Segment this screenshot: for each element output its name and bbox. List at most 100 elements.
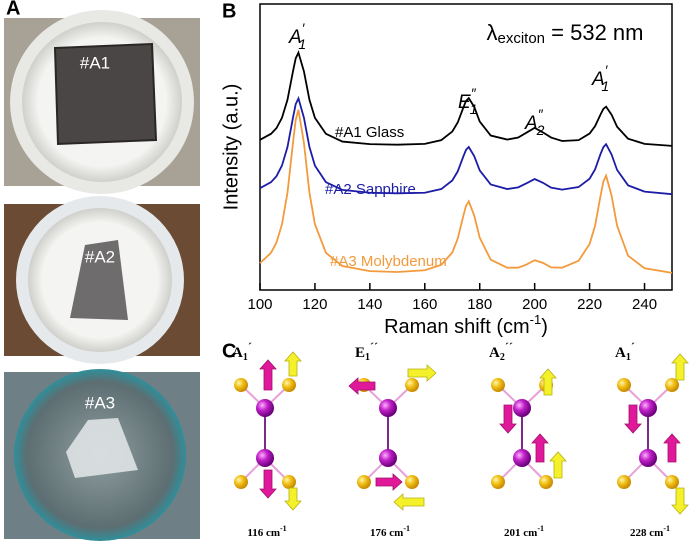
peak-sub: 2 (536, 122, 545, 138)
peak-label: E″ 1 (458, 85, 477, 117)
peak-sup: ″ (471, 85, 477, 101)
x-label-end: ) (541, 316, 548, 338)
x-tick-label: 160 (412, 296, 437, 313)
series-label: #A3 Molybdenum (330, 253, 447, 270)
mode-base: A (489, 345, 500, 361)
mode-diagram (348, 364, 437, 511)
photo-label: #A2 (85, 247, 115, 266)
peak-base: A (591, 69, 605, 90)
series-label: #A1 Glass (335, 124, 404, 141)
mode-base: A (615, 345, 626, 361)
atom-mo (513, 449, 531, 467)
peak-label: A″ 2 (524, 106, 545, 138)
atom-s (491, 378, 505, 392)
x-axis-label: Raman shift (cm-1) (384, 312, 548, 338)
panel-label: A (6, 0, 20, 19)
photo-a1 (4, 10, 200, 194)
atom-s (665, 378, 679, 392)
arrow (624, 404, 642, 434)
mode-diagram (491, 368, 567, 489)
frequency-sup: -1 (663, 524, 670, 533)
atom-mo (639, 449, 657, 467)
mode-base: E (355, 345, 365, 361)
x-tick-label: 100 (247, 296, 272, 313)
mode-name: A1´ (615, 340, 635, 364)
mode-name: A2´´ (489, 340, 513, 364)
mode-frequency: 116 cm-1 (247, 524, 286, 539)
series-line (259, 50, 673, 147)
peak-sup: ′ (302, 20, 306, 36)
atom-s (405, 475, 419, 489)
peak-sup: ′ (605, 62, 609, 78)
atom-s (405, 378, 419, 392)
atom-mo (379, 449, 397, 467)
x-tick-label: 120 (302, 296, 327, 313)
peak-base: E (458, 92, 471, 113)
mode-name: A1´ (232, 340, 252, 364)
peak-sub: 1 (298, 36, 306, 52)
arrow (549, 451, 567, 479)
arrow (671, 487, 689, 515)
atom-s (234, 475, 248, 489)
mode-diagram (617, 353, 689, 515)
arrow (499, 404, 517, 434)
x-label-text: Raman shift (cm (384, 316, 530, 338)
title-symbol: λ (487, 20, 498, 45)
atom-s (282, 475, 296, 489)
y-axis-label: Intensity (a.u.) (220, 84, 242, 211)
arrow (407, 364, 437, 382)
mode-frequency: 201 cm-1 (504, 524, 544, 539)
peak-base: A (524, 113, 538, 134)
x-tick-label: 140 (357, 296, 382, 313)
title-rest: = 532 nm (545, 20, 643, 45)
arrow (259, 359, 277, 391)
frequency-text: 228 cm (630, 527, 663, 539)
mode-name: E1´´ (355, 340, 378, 364)
x-label-sup: -1 (530, 312, 542, 327)
series-line (259, 95, 673, 196)
mode-frequency: 176 cm-1 (370, 524, 410, 539)
atom-mo (639, 399, 657, 417)
mode-frequency: 228 cm-1 (630, 524, 670, 539)
atom-mo (256, 399, 274, 417)
mode-sup: ´´ (505, 340, 513, 354)
atom-mo (513, 399, 531, 417)
x-tick-label: 200 (522, 296, 547, 313)
photo-a2 (4, 196, 200, 364)
arrow (663, 433, 681, 463)
peak-label: A′ 1 (288, 20, 306, 52)
frequency-text: 201 cm (504, 527, 537, 539)
chart-title: λexciton = 532 nm (487, 20, 644, 47)
mode-diagram (234, 351, 302, 511)
atom-s (234, 378, 248, 392)
series-line (259, 109, 673, 274)
atom-mo (379, 399, 397, 417)
frequency-sup: -1 (280, 524, 287, 533)
arrow (284, 351, 302, 377)
frequency-text: 116 cm (247, 527, 280, 539)
atom-s (617, 378, 631, 392)
mode-sup: ´´ (370, 340, 378, 354)
series-label: #A2 Sapphire (325, 181, 416, 198)
atom-s (665, 475, 679, 489)
atom-s (357, 475, 371, 489)
mode-base: A (232, 345, 243, 361)
atom-s (617, 475, 631, 489)
peak-base: A (288, 27, 302, 48)
atom-s (539, 475, 553, 489)
x-tick-label: 180 (467, 296, 492, 313)
x-tick-label: 220 (577, 296, 602, 313)
mode-sub: 1 (243, 352, 248, 363)
arrow (531, 433, 549, 463)
arrow (375, 473, 403, 491)
peak-sub: 1 (470, 101, 478, 117)
arrow (348, 377, 376, 395)
mode-sub: 2 (500, 352, 505, 363)
mode-sub: 1 (365, 352, 370, 363)
mode-sup: ´ (248, 340, 252, 354)
mode-sup: ´ (631, 340, 635, 354)
peak-sub: 1 (601, 78, 609, 94)
frequency-sup: -1 (403, 524, 410, 533)
arrow (671, 353, 689, 381)
